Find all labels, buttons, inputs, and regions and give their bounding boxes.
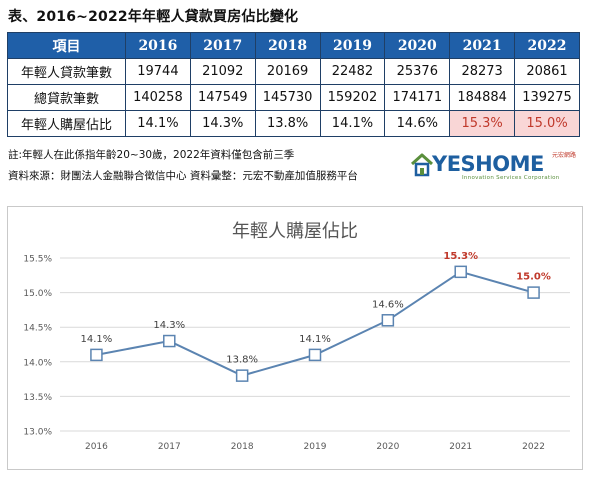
data-label: 14.3% [153, 320, 185, 331]
data-label: 14.6% [372, 299, 404, 310]
header-cell-2017: 2017 [189, 32, 256, 59]
page-title: 表、2016~2022年年輕人貸款買房佔比變化 [8, 9, 299, 25]
table-cell: 14.1% [319, 110, 386, 137]
line-chart: 年輕人購屋佔比 13.0% 13.5% 14.0% 14.5% 15.0% 15.5% 201… [7, 206, 583, 470]
y-tick-label: 15.0% [23, 289, 52, 299]
brand-logo: YESHOME 元宏網路 Innovation Services Corpora… [410, 152, 580, 184]
data-point [454, 265, 467, 279]
data-point [308, 348, 322, 362]
header-cell-2021: 2021 [449, 32, 516, 59]
stats-table: 項目 2016 2017 2018 2019 2020 2021 2022 年輕… [7, 32, 580, 137]
y-tick-label: 14.0% [23, 358, 52, 368]
data-label: 15.0% [516, 272, 551, 283]
table-cell: 174171 [384, 84, 451, 111]
data-label: 15.3% [443, 251, 478, 262]
table-cell-highlight: 15.0% [514, 110, 580, 137]
x-tick-label: 2017 [158, 442, 181, 452]
table-cell: 13.8% [254, 110, 321, 137]
header-cell-2020: 2020 [384, 32, 451, 59]
data-label: 13.8% [226, 355, 258, 366]
row-label: 總貸款筆數 [7, 84, 126, 111]
table-cell: 25376 [384, 58, 451, 85]
data-label: 14.1% [299, 334, 331, 345]
data-point [90, 348, 103, 362]
brand-name: YESHOME [432, 152, 544, 176]
chart-title: 年輕人購屋佔比 [232, 221, 358, 242]
header-cell-2019: 2019 [319, 32, 386, 59]
table-cell: 20169 [254, 58, 321, 85]
table-cell: 14.1% [125, 110, 191, 137]
x-tick-label: 2022 [522, 442, 545, 452]
table-cell: 22482 [319, 58, 386, 85]
table-cell: 21092 [189, 58, 256, 85]
y-tick-label: 14.5% [23, 324, 52, 334]
brand-tagline: Innovation Services Corporation [462, 175, 560, 181]
table-cell-highlight: 15.3% [449, 110, 516, 137]
table-header-row: 項目 2016 2017 2018 2019 2020 2021 2022 [7, 32, 580, 59]
table-row: 總貸款筆數 140258 147549 145730 159202 174171… [7, 84, 580, 111]
y-tick-label: 13.0% [23, 428, 52, 438]
table-row: 年輕人貸款筆數 19744 21092 20169 22482 25376 28… [7, 58, 580, 85]
row-label: 年輕人貸款筆數 [7, 58, 126, 85]
header-cell-item: 項目 [7, 32, 126, 59]
table-row: 年輕人購屋佔比 14.1% 14.3% 13.8% 14.1% 14.6% 15… [7, 110, 580, 137]
table-cell: 14.6% [384, 110, 451, 137]
data-point [235, 369, 249, 382]
header-cell-2022: 2022 [514, 32, 580, 59]
table-cell: 139275 [514, 84, 580, 111]
table-cell: 19744 [125, 58, 191, 85]
x-tick-label: 2021 [449, 442, 472, 452]
header-cell-2018: 2018 [254, 32, 321, 59]
x-tick-label: 2019 [304, 442, 327, 452]
table-cell: 28273 [449, 58, 516, 85]
table-cell: 147549 [189, 84, 256, 111]
footnote: 註:年輕人在此係指年齡20~30歲，2022年資料僅包含前三季 [8, 149, 295, 161]
source-line: 資料來源：財團法人金融聯合徵信中心 資料彙整：元宏不動產加值服務平台 [8, 170, 358, 182]
table-cell: 145730 [254, 84, 321, 111]
house-icon [410, 153, 434, 177]
y-tick-label: 15.5% [23, 255, 52, 265]
x-tick-label: 2016 [85, 442, 108, 452]
header-cell-2016: 2016 [125, 32, 191, 59]
chart-canvas: 年輕人購屋佔比 13.0% 13.5% 14.0% 14.5% 15.0% 15.5% 201… [23, 221, 570, 452]
data-label: 14.1% [81, 334, 113, 345]
y-tick-label: 13.5% [23, 393, 52, 403]
table-cell: 140258 [125, 84, 191, 111]
table-cell: 159202 [319, 84, 386, 111]
brand-small-text: 元宏網路 [551, 152, 576, 159]
data-point [381, 314, 395, 327]
table-cell: 20861 [514, 58, 580, 85]
x-tick-label: 2018 [231, 442, 254, 452]
table-cell: 14.3% [189, 110, 256, 137]
table-cell: 184884 [449, 84, 516, 111]
data-point [527, 286, 540, 299]
x-tick-label: 2020 [376, 442, 399, 452]
row-label: 年輕人購屋佔比 [7, 110, 126, 137]
data-point [163, 334, 176, 348]
